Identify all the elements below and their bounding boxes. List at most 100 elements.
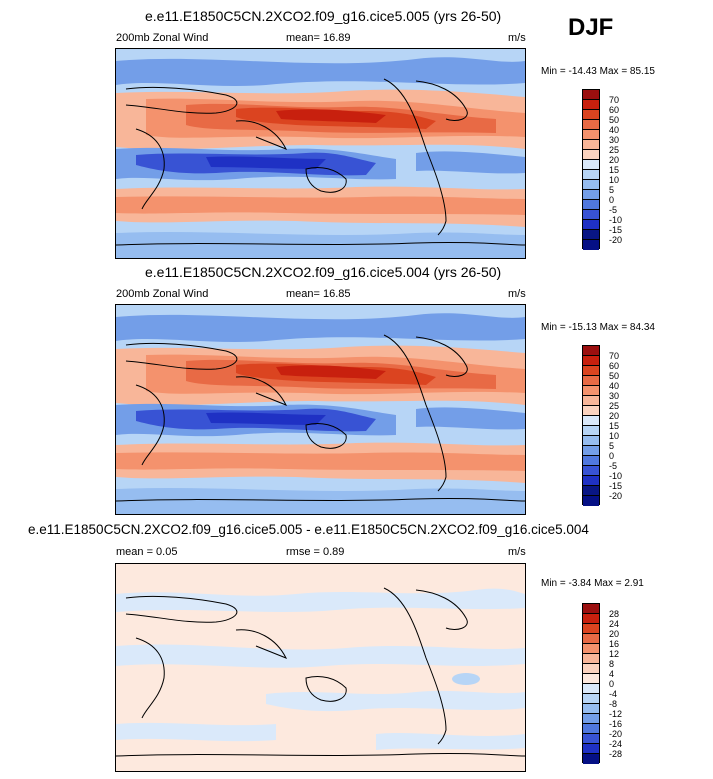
colorbar-label: -24 <box>609 739 623 749</box>
swatch <box>583 356 599 366</box>
colorbar-label: 25 <box>609 145 620 155</box>
colorbar-label: 70 <box>609 95 620 105</box>
colorbar-label: 10 <box>609 175 620 185</box>
colorbar-label: 5 <box>609 441 615 451</box>
season-label: DJF <box>568 14 614 41</box>
panel3-title: e.e11.E1850C5CN.2XCO2.f09_g16.cice5.005 … <box>28 522 589 537</box>
panel2-contour-plot <box>116 305 525 514</box>
swatch <box>583 396 599 406</box>
swatch <box>583 734 599 744</box>
swatch <box>583 694 599 704</box>
colorbar-label: 20 <box>609 155 620 165</box>
colorbar-label: -4 <box>609 689 618 699</box>
colorbar-label: 20 <box>609 629 620 639</box>
swatch <box>583 496 599 506</box>
colorbar-label: 4 <box>609 669 615 679</box>
panel1-map <box>115 48 526 259</box>
swatch <box>583 376 599 386</box>
swatch <box>583 426 599 436</box>
panel3-minmax: Min = -3.84 Max = 2.91 <box>541 578 644 589</box>
swatch <box>583 446 599 456</box>
colorbar-label: 16 <box>609 639 620 649</box>
swatch <box>583 654 599 664</box>
swatch <box>583 170 599 180</box>
swatch <box>583 486 599 496</box>
colorbar-label: 24 <box>609 619 620 629</box>
panel3-map <box>115 563 526 772</box>
swatch <box>583 346 599 356</box>
colorbar-label: 5 <box>609 185 615 195</box>
colorbar-label: 28 <box>609 609 620 619</box>
colorbar-label: -16 <box>609 719 623 729</box>
colorbar-label: 10 <box>609 431 620 441</box>
colorbar-label: -20 <box>609 491 623 501</box>
colorbar-label: -8 <box>609 699 618 709</box>
panel2-variable: 200mb Zonal Wind <box>116 288 209 300</box>
colorbar-label: 70 <box>609 351 620 361</box>
panel2-map <box>115 304 526 515</box>
panel1-minmax: Min = -14.43 Max = 85.15 <box>541 66 655 77</box>
swatch <box>583 744 599 754</box>
panel2-units: m/s <box>508 288 526 300</box>
swatch <box>583 230 599 240</box>
panel2-mean: mean= 16.85 <box>286 288 351 300</box>
colorbar-label: -12 <box>609 709 623 719</box>
colorbar-label: 0 <box>609 195 615 205</box>
colorbar-label: 50 <box>609 115 620 125</box>
swatch <box>583 416 599 426</box>
swatch <box>583 674 599 684</box>
panel1-units: m/s <box>508 32 526 44</box>
swatch <box>583 476 599 486</box>
swatch <box>583 220 599 230</box>
colorbar-label: 15 <box>609 165 620 175</box>
colorbar-label: -5 <box>609 461 618 471</box>
colorbar-label: 30 <box>609 391 620 401</box>
swatch <box>583 664 599 674</box>
colorbar-label: 50 <box>609 371 620 381</box>
colorbar-label: 15 <box>609 421 620 431</box>
swatch <box>583 704 599 714</box>
panel2-colorbar <box>582 345 600 506</box>
swatch <box>583 466 599 476</box>
swatch <box>583 386 599 396</box>
colorbar-label: -20 <box>609 729 623 739</box>
colorbar-label: -5 <box>609 205 618 215</box>
swatch <box>583 150 599 160</box>
swatch <box>583 190 599 200</box>
swatch <box>583 436 599 446</box>
colorbar-label: 12 <box>609 649 620 659</box>
swatch <box>583 180 599 190</box>
colorbar-label: -15 <box>609 481 623 491</box>
panel1-colorbar <box>582 89 600 250</box>
colorbar-label: -15 <box>609 225 623 235</box>
panel3-mean: mean = 0.05 <box>116 546 178 558</box>
swatch <box>583 456 599 466</box>
colorbar-label: 40 <box>609 125 620 135</box>
colorbar-label: -10 <box>609 215 623 225</box>
swatch <box>583 644 599 654</box>
panel1-title: e.e11.E1850C5CN.2XCO2.f09_g16.cice5.005 … <box>145 8 502 24</box>
swatch <box>583 90 599 100</box>
panel3-rmse: rmse = 0.89 <box>286 546 345 558</box>
swatch <box>583 130 599 140</box>
swatch <box>583 160 599 170</box>
panel1-mean: mean= 16.89 <box>286 32 351 44</box>
colorbar-label: 30 <box>609 135 620 145</box>
swatch <box>583 624 599 634</box>
swatch <box>583 140 599 150</box>
swatch <box>583 634 599 644</box>
panel1-variable: 200mb Zonal Wind <box>116 32 209 44</box>
panel2-title: e.e11.E1850C5CN.2XCO2.f09_g16.cice5.004 … <box>145 264 502 280</box>
panel1-contour-plot <box>116 49 525 258</box>
panel3-contour-plot <box>116 564 525 771</box>
colorbar-label: 25 <box>609 401 620 411</box>
swatch <box>583 684 599 694</box>
panel3-colorbar <box>582 603 600 764</box>
colorbar-label: 0 <box>609 451 615 461</box>
colorbar-label: 8 <box>609 659 615 669</box>
swatch <box>583 724 599 734</box>
swatch <box>583 100 599 110</box>
swatch <box>583 754 599 764</box>
swatch <box>583 110 599 120</box>
colorbar-label: 20 <box>609 411 620 421</box>
